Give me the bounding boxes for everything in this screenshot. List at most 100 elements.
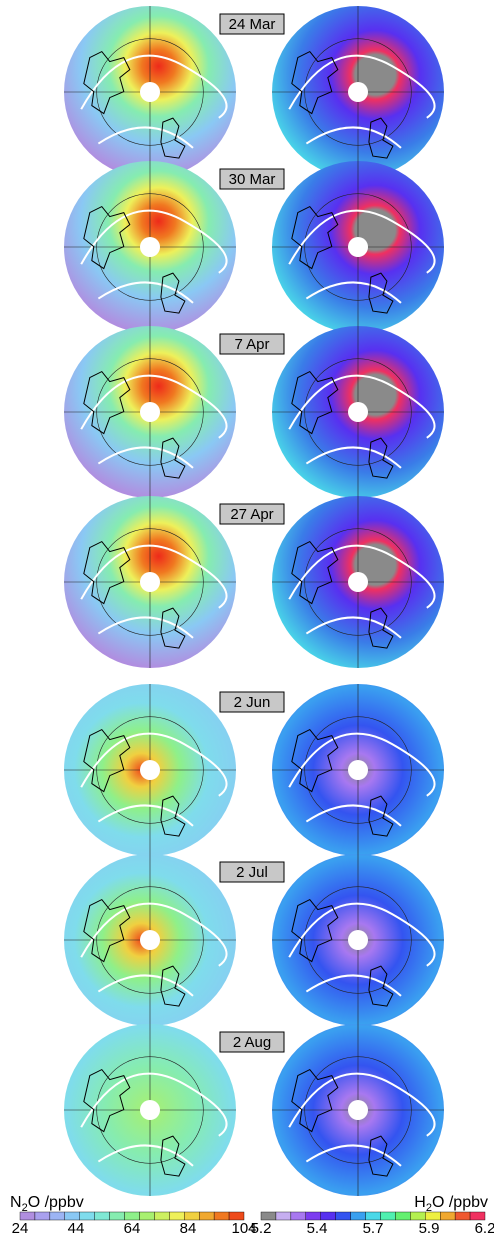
date-label: 2 Jun (219, 691, 285, 713)
pole-hole (348, 572, 368, 592)
panel-row: 27 Apr (64, 496, 444, 668)
colorbar-swatch (34, 1211, 51, 1221)
colorbar-swatch (395, 1211, 411, 1221)
date-label: 7 Apr (219, 333, 285, 355)
contour-line (288, 209, 436, 274)
pole-hole (348, 1100, 368, 1120)
colorbar-swatch (440, 1211, 456, 1221)
date-label-text: 30 Mar (229, 171, 276, 188)
colorbar-tick-label: 5.4 (307, 1220, 328, 1235)
contour-line (305, 1144, 402, 1167)
date-label: 24 Mar (219, 13, 285, 35)
pole-hole (140, 572, 160, 592)
colorbar-swatch (290, 1211, 307, 1221)
coastline (291, 50, 339, 115)
contour-line (97, 1144, 194, 1167)
n2o-polar-map (64, 854, 236, 1026)
colorbar-swatch (139, 1211, 155, 1221)
n2o-polar-map (64, 6, 236, 178)
coastline (83, 1068, 131, 1133)
panel-row: 2 Jul (64, 854, 444, 1026)
colorbar-tick-label: 5.9 (419, 1220, 440, 1235)
n2o-polar-map (64, 496, 236, 668)
pole-hole (348, 82, 368, 102)
pole-hole (348, 930, 368, 950)
coastline (291, 898, 339, 963)
coastline (160, 272, 186, 314)
colorbar-swatch (49, 1211, 65, 1221)
panel-row: 7 Apr (64, 326, 444, 498)
colorbars-layer: N2O /ppbv 24 44 64 84 104 H2O /ppbv 5.2 5.4 5.7 5.… (10, 1194, 494, 1235)
colorbar-tick-label: 5.2 (251, 1220, 272, 1235)
coastline (83, 898, 131, 963)
contour-line (305, 804, 402, 827)
colorbar-swatch (454, 1211, 471, 1221)
h2o-polar-map (272, 854, 444, 1026)
colorbar-swatch (124, 1211, 140, 1221)
coastline (160, 795, 186, 837)
pole-hole (140, 82, 160, 102)
colorbar-swatch (469, 1211, 486, 1221)
contour-line (305, 446, 402, 469)
colorbar-tick-label: 84 (180, 1220, 197, 1235)
colorbar-tick-label: 64 (124, 1220, 141, 1235)
contour-line (288, 54, 436, 119)
colorbar-swatch (94, 1211, 110, 1221)
coastline (83, 205, 131, 270)
colorbar-tick-label: 44 (68, 1220, 85, 1235)
h2o-polar-map (272, 6, 444, 178)
h2o-polar-map (272, 161, 444, 333)
colorbar-swatch (64, 1211, 80, 1221)
coastline (368, 607, 394, 649)
n2o-polar-map (64, 326, 236, 498)
coastline (160, 437, 186, 479)
colorbar-swatch (184, 1211, 200, 1221)
colorbar-swatch (19, 1211, 36, 1221)
panel-row: 2 Aug (64, 1024, 444, 1196)
date-label-box (219, 503, 285, 525)
contour-line (80, 902, 228, 967)
contour-line (80, 544, 228, 609)
colorbar-swatch (320, 1211, 336, 1221)
coastline (291, 540, 339, 605)
coastline (83, 728, 131, 793)
colorbar-swatch (228, 1211, 245, 1221)
coastline (368, 965, 394, 1007)
pole-hole (140, 930, 160, 950)
coastline (160, 607, 186, 649)
n2o-colorbar-title: N2O /ppbv (10, 1194, 84, 1214)
pole-hole (348, 760, 368, 780)
coastline (160, 117, 186, 159)
coastline (368, 1135, 394, 1177)
colorbar-swatch (154, 1211, 170, 1221)
n2o-polar-map (64, 161, 236, 333)
contour-line (97, 616, 194, 639)
coastline (291, 205, 339, 270)
date-label: 2 Jul (219, 861, 285, 883)
coastline (368, 437, 394, 479)
date-label-box (219, 691, 285, 713)
contour-line (97, 804, 194, 827)
date-label: 2 Aug (219, 1031, 285, 1053)
date-label-text: 27 Apr (230, 506, 273, 523)
contour-line (80, 54, 228, 119)
colorbar-swatch (109, 1211, 125, 1221)
panel-row: 2 Jun (64, 684, 444, 856)
colorbar-swatch (350, 1211, 366, 1221)
colorbar-swatch (260, 1211, 277, 1221)
date-label-text: 7 Apr (234, 336, 269, 353)
n2o-polar-map (64, 684, 236, 856)
colorbar-tick-label: 24 (12, 1220, 29, 1235)
contour-line (97, 126, 194, 149)
date-label-text: 24 Mar (229, 16, 276, 33)
colorbar-swatch (275, 1211, 292, 1221)
coastline (368, 795, 394, 837)
coastline (83, 540, 131, 605)
contour-line (288, 732, 436, 797)
contour-line (80, 732, 228, 797)
colorbar-swatch (365, 1211, 381, 1221)
contour-line (97, 446, 194, 469)
colorbar-swatch (79, 1211, 95, 1221)
h2o-colorbar: H2O /ppbv 5.2 5.4 5.7 5.9 6.2 (251, 1194, 494, 1235)
